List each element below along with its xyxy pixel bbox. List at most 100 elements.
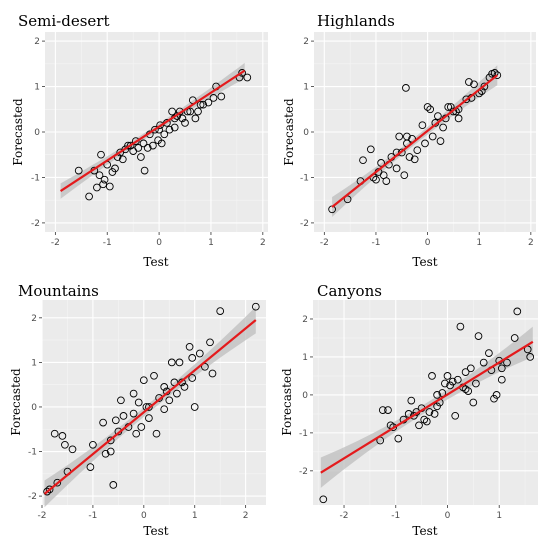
y-tick-label: 2 — [303, 37, 309, 47]
data-point — [426, 105, 435, 114]
x-tick-label: -1 — [88, 511, 97, 521]
data-point — [61, 440, 69, 449]
data-point — [492, 391, 501, 399]
data-point — [480, 82, 489, 91]
data-point — [493, 71, 502, 80]
x-tick-label: 2 — [260, 238, 266, 248]
y-tick-label: -2 — [31, 219, 40, 229]
data-point — [74, 166, 83, 175]
data-point — [97, 150, 105, 159]
data-point — [418, 121, 427, 130]
data-point — [436, 137, 445, 145]
data-point — [165, 396, 174, 405]
data-point — [188, 374, 197, 382]
data-point — [359, 156, 367, 165]
y-tick-label: -2 — [28, 492, 37, 502]
data-point — [251, 302, 260, 311]
data-point — [465, 78, 473, 86]
data-point — [131, 137, 140, 145]
data-point — [453, 375, 462, 384]
data-point — [145, 403, 153, 411]
data-point — [167, 358, 176, 367]
data-point — [139, 139, 148, 148]
data-point — [392, 164, 401, 173]
data-point — [149, 141, 157, 150]
data-point — [421, 139, 429, 148]
panel-3: Canyons -2 -1 0 1 -2 -1 0 1 2 Test Forecasted — [280, 282, 538, 538]
data-point — [156, 121, 164, 130]
data-point — [397, 148, 406, 157]
data-point — [50, 429, 59, 438]
data-point — [129, 389, 138, 398]
fit-line — [331, 74, 498, 208]
panel-title: Semi-desert — [18, 12, 110, 30]
x-tick-label: 0 — [425, 238, 431, 248]
data-point — [194, 107, 202, 116]
y-tick-label: 0 — [31, 403, 37, 413]
data-point — [206, 338, 214, 347]
y-tick-label: 2 — [34, 37, 40, 47]
data-point — [238, 69, 246, 77]
data-point — [454, 114, 463, 123]
data-point — [451, 411, 460, 420]
y-tick-label: 1 — [34, 83, 40, 93]
y-tick-label: -1 — [300, 173, 309, 183]
panel-title: Mountains — [18, 282, 99, 300]
data-point — [464, 387, 473, 395]
y-tick-label: -1 — [299, 429, 308, 439]
x-tick-label: 0 — [445, 511, 451, 521]
data-point — [100, 175, 109, 184]
y-axis-title: Forecasted — [280, 368, 294, 436]
data-point — [139, 376, 148, 385]
y-tick-label: 1 — [31, 358, 37, 368]
data-point — [43, 487, 51, 496]
y-tick-label: -2 — [299, 467, 308, 477]
data-point — [93, 183, 101, 192]
data-point — [195, 349, 204, 358]
data-point — [95, 171, 104, 180]
data-point — [199, 100, 208, 109]
x-tick-label: -2 — [320, 238, 329, 248]
data-point — [243, 73, 252, 82]
data-point — [217, 92, 226, 101]
data-point — [497, 375, 506, 384]
data-point — [105, 182, 114, 191]
data-point — [201, 362, 209, 371]
data-point — [137, 423, 146, 431]
y-axis-title: Forecasted — [282, 98, 296, 166]
data-point — [389, 423, 398, 432]
y-tick-label: 0 — [303, 128, 309, 138]
data-point — [119, 412, 128, 420]
data-point — [490, 394, 498, 403]
data-point — [145, 414, 153, 422]
data-point — [111, 164, 119, 173]
data-point — [106, 436, 115, 445]
data-point — [428, 372, 436, 380]
data-point — [165, 125, 174, 134]
data-point — [394, 434, 403, 443]
data-point — [173, 389, 181, 398]
data-point — [469, 398, 478, 407]
x-tick-label: 2 — [243, 511, 249, 521]
data-point — [68, 445, 77, 454]
data-point — [378, 406, 387, 414]
data-point — [526, 353, 535, 361]
data-point — [513, 307, 522, 316]
data-point — [53, 478, 62, 487]
panel-0: Semi-desert -2 -1 0 1 2 -2 -1 0 1 2 Test Forecasted — [11, 12, 268, 269]
data-point — [425, 408, 434, 416]
y-tick-label: -1 — [31, 173, 40, 183]
data-point — [190, 403, 199, 411]
x-axis-title: Test — [143, 524, 168, 538]
panel-1: Highlands -2 -1 0 1 2 -2 -1 0 1 2 Test Forecasted — [282, 12, 536, 269]
data-point — [132, 429, 141, 438]
data-point — [168, 107, 176, 116]
plot-background — [313, 300, 538, 505]
data-point — [216, 307, 225, 315]
x-tick-label: 1 — [476, 238, 482, 248]
data-point — [160, 130, 169, 139]
data-point — [143, 144, 152, 152]
fit-line — [59, 69, 246, 193]
data-point — [150, 371, 158, 380]
data-point — [117, 396, 125, 405]
